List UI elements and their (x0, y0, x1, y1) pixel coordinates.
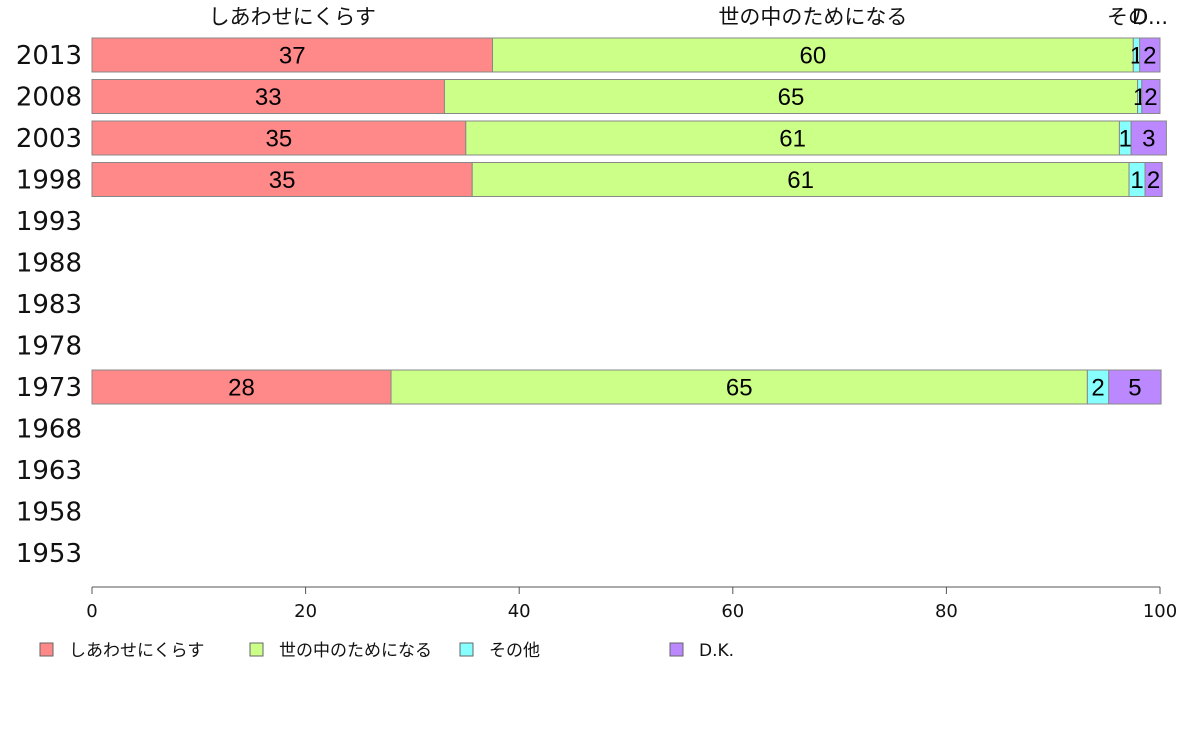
legend: しあわせにくらす 世の中のためになる その他 D.K. (39, 641, 734, 661)
y-label-1968: 1968 (16, 415, 82, 445)
top-label-1: 世の中のためになる (718, 5, 907, 29)
x-tick-label-100: 100 (1143, 601, 1177, 622)
data-label-1973-series-2: 2 (1091, 375, 1104, 402)
data-label-1998-series-2: 1 (1130, 167, 1143, 194)
data-label-2008-series-1: 65 (778, 84, 805, 111)
bar-2013-series-3 (1139, 37, 1161, 73)
y-label-1993: 1993 (16, 207, 82, 237)
x-tick-label-20: 20 (294, 601, 317, 622)
legend-swatch-2 (459, 642, 474, 657)
data-label-1998-series-3: 2 (1147, 167, 1160, 194)
data-label-1998-series-0: 35 (269, 167, 296, 194)
legend-label-0: しあわせにくらす (69, 641, 204, 661)
data-label-2013-series-1: 60 (800, 43, 827, 70)
top-label-0: しあわせにくらす (209, 5, 376, 29)
y-label-1973: 1973 (16, 373, 82, 403)
y-label-2003: 2003 (16, 124, 82, 154)
bar-2013-series-0 (91, 37, 493, 73)
legend-label-1: 世の中のためになる (279, 641, 432, 661)
y-label-1953: 1953 (16, 539, 82, 569)
legend-label-2: その他 (489, 641, 540, 661)
y-label-1958: 1958 (16, 498, 82, 528)
data-label-2013-series-0: 37 (279, 43, 306, 70)
y-axis-labels: 2013 2008 2003 1998 1993 1988 1983 1978 1973 1968… (16, 41, 82, 569)
legend-swatch-1 (249, 642, 264, 657)
y-label-1988: 1988 (16, 249, 82, 279)
bar-2008-series-0 (91, 79, 445, 114)
x-tick-label-80: 80 (935, 601, 958, 622)
data-label-1998-series-1: 61 (787, 167, 814, 194)
legend-label-3: D.K. (699, 641, 734, 661)
bar-1973-series-0 (91, 369, 392, 405)
y-label-2008: 2008 (16, 83, 82, 113)
legend-swatch-0 (39, 642, 54, 657)
bar-1973-series-3 (1108, 369, 1162, 405)
data-label-2003-series-1: 61 (779, 126, 806, 153)
y-label-1978: 1978 (16, 332, 82, 362)
y-label-1998: 1998 (16, 166, 82, 196)
y-label-1963: 1963 (16, 456, 82, 486)
data-label-2008-series-0: 33 (255, 84, 282, 111)
bar-1998-series-1 (471, 162, 1130, 197)
x-tick-label-0: 0 (86, 601, 97, 622)
bar-1998-series-3 (1144, 162, 1163, 197)
data-label-2003-series-2: 1 (1119, 126, 1132, 153)
top-label-2: その (1107, 5, 1149, 29)
y-label-2013: 2013 (16, 41, 82, 71)
data-label-2003-series-3: 3 (1142, 126, 1155, 153)
data-label-1973-series-3: 5 (1128, 375, 1141, 402)
x-tick-label-60: 60 (721, 601, 744, 622)
x-tick-label-40: 40 (508, 601, 531, 622)
data-label-1973-series-1: 65 (726, 375, 753, 402)
data-label-2013-series-3: 2 (1143, 43, 1156, 70)
top-series-labels: しあわせにくらす 世の中のためになる そのD... (209, 5, 1168, 29)
data-label-2008-series-3: 2 (1144, 84, 1157, 111)
bar-2008-series-1 (443, 79, 1139, 114)
top-label-3: D... (1132, 5, 1168, 29)
bar-1998-series-0 (91, 162, 473, 197)
bar-2013-series-1 (492, 37, 1134, 73)
x-axis: 0 20 40 60 80 100 (86, 586, 1177, 622)
bar-2008-series-3 (1141, 79, 1161, 114)
y-label-1983: 1983 (16, 290, 82, 320)
bar-2003-series-3 (1130, 120, 1167, 156)
legend-swatch-3 (669, 642, 684, 657)
data-label-1973-series-0: 28 (228, 375, 255, 402)
data-label-2003-series-0: 35 (266, 126, 293, 153)
